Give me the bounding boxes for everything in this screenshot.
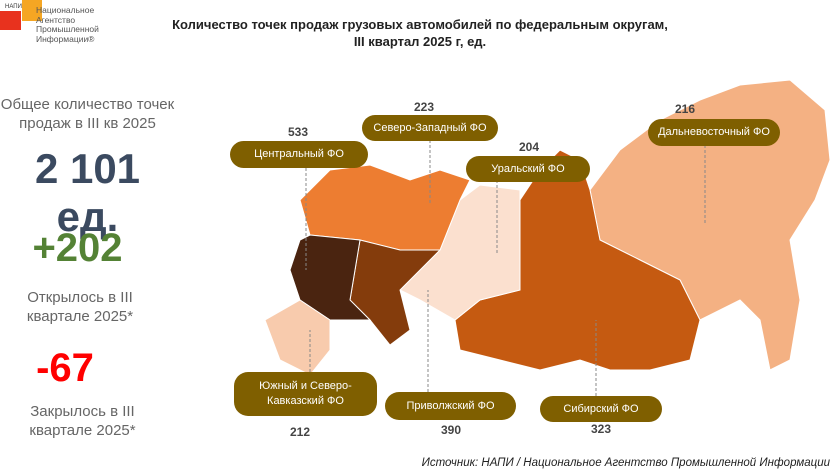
logo-line: Информации®: [36, 33, 95, 44]
title-line1: Количество точек продаж грузовых автомоб…: [172, 17, 668, 32]
value-northwest: 223: [413, 100, 435, 114]
closed-value: -67: [36, 346, 94, 390]
source-note: Источник: НАПИ / Национальное Агентство …: [421, 457, 830, 469]
value-ural: 204: [518, 140, 540, 154]
label-northwest: Северо-Западный ФО: [362, 115, 498, 141]
label-volga: Приволжский ФО: [385, 392, 516, 420]
label-siberia: Сибирский ФО: [540, 396, 662, 422]
total-label: Общее количество точек продаж в III кв 2…: [0, 96, 175, 132]
label-central: Центральный ФО: [230, 141, 368, 168]
value-volga: 390: [440, 423, 462, 437]
logo-line: Промышленной: [36, 24, 99, 34]
logo-abbr: НАПИ: [5, 4, 22, 10]
opened-value: +202: [32, 226, 123, 270]
opened-label: Открылось в III квартале 2025*: [26, 289, 134, 325]
title-line2: III квартал 2025 г, ед.: [353, 34, 487, 49]
logo-mark: [0, 11, 21, 30]
logo-line: Национальное: [36, 5, 95, 15]
logo-text: Национальное Агентство Промышленной Инфо…: [36, 5, 99, 44]
total-value: 2 101 ед.: [34, 145, 141, 240]
closed-label: Закрылось в III квартале 2025*: [29, 403, 136, 439]
label-south: Южный и Северо-Кавказский ФО: [234, 372, 377, 416]
logo-line: Агентство: [36, 14, 76, 25]
label-ural: Уральский ФО: [466, 156, 590, 182]
value-far-east: 216: [674, 102, 696, 116]
value-siberia: 323: [590, 422, 612, 436]
chart-title: Количество точек продаж грузовых автомоб…: [120, 16, 720, 50]
logo-mark-accent: [22, 0, 42, 21]
label-far-east: Дальневосточный ФО: [648, 119, 780, 146]
district-central: [289, 234, 372, 321]
value-south: 212: [289, 425, 311, 439]
value-central: 533: [287, 125, 309, 139]
leader-lines: [305, 140, 706, 396]
